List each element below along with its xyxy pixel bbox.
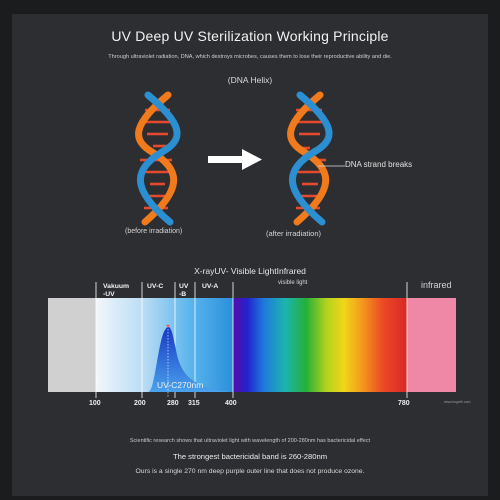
infographic-panel [12, 14, 488, 496]
spectrum-heading: X-rayUV- Visible LightInfrared [194, 266, 306, 276]
product-note: Ours is a single 270 nm deep purple oute… [135, 468, 365, 475]
infrared-label: infrared [421, 280, 452, 290]
dna-helix-heading: (DNA Helix) [227, 75, 273, 85]
before-irradiation-caption: (before irradiation) [125, 228, 183, 235]
tick-280: 280 [167, 400, 179, 407]
right-arrow-icon [208, 149, 262, 170]
uvb-label-line1: UV [179, 283, 189, 290]
uvc-label: UV-C [147, 283, 164, 290]
page-title: UV Deep UV Sterilization Working Princip… [111, 28, 389, 44]
dna-before-icon [135, 91, 181, 226]
tick-100: 100 [89, 400, 101, 407]
visible-light-label: visible light [278, 280, 308, 286]
strongest-band-note: The strongest bactericidal band is 260-2… [172, 452, 328, 461]
tick-780: 780 [398, 400, 410, 407]
tick-400: 400 [225, 400, 237, 407]
infrared-band [407, 298, 456, 392]
visible-band [233, 298, 407, 392]
uvc-270-label: UV-C270nm [157, 380, 204, 390]
dna-after-icon [287, 91, 345, 226]
xray-band [48, 298, 96, 392]
uva-label: UV-A [202, 283, 219, 290]
dna-break-label: DNA strand breaks [345, 160, 413, 169]
tick-315: 315 [188, 400, 200, 407]
uvb-label-line2: -B [179, 291, 187, 298]
after-irradiation-caption: (after irradiation) [266, 229, 322, 238]
vacuum-uv-label-line2: -UV [103, 291, 115, 298]
page-subtitle: Through ultraviolet radiation, DNA, whic… [108, 54, 392, 60]
vacuum-uv-label-line1: Vakuum [103, 283, 130, 290]
vacuum-uv-label: Vakuum -UV [103, 283, 129, 299]
tick-200: 200 [134, 400, 146, 407]
uvc-peak-curve [148, 326, 230, 392]
uvb-label: UV -B [179, 283, 188, 299]
watermark: www.kngeth.com [444, 400, 471, 404]
research-note: Scientific research shows that ultraviol… [129, 438, 371, 444]
